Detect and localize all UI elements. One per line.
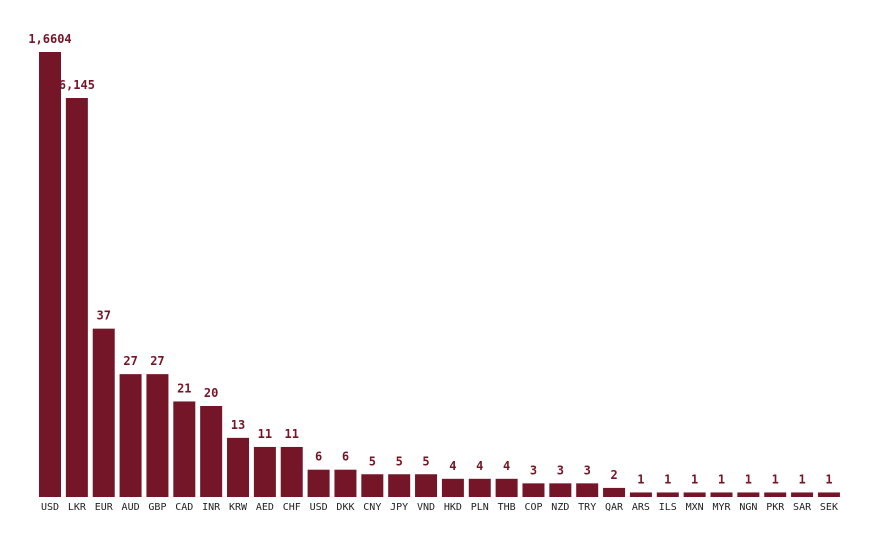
value-label-mxn-24: 1 <box>691 472 698 486</box>
value-label-dkk-11: 6 <box>342 450 349 464</box>
bar-aud-3 <box>119 374 142 497</box>
bar-usd-0 <box>39 52 61 497</box>
value-label-myr-25: 1 <box>718 472 725 486</box>
value-label-krw-7: 13 <box>231 418 245 432</box>
value-label-vnd-14: 5 <box>422 454 429 468</box>
bar-gbp-4 <box>146 374 169 497</box>
value-label-sek-29: 1 <box>825 472 832 486</box>
tick-label-lkr-1: LKR <box>68 502 87 513</box>
value-label-qar-21: 2 <box>610 468 617 482</box>
bar-qar-21 <box>603 487 626 497</box>
tick-label-jpy-13: JPY <box>390 502 408 513</box>
value-label-ars-22: 1 <box>637 472 644 486</box>
value-label-usd-0: 1,6604 <box>28 32 71 46</box>
tick-label-aed-8: AED <box>256 502 274 513</box>
value-label-try-20: 3 <box>584 463 591 477</box>
bar-mxn-24 <box>683 492 706 497</box>
value-label-eur-2: 37 <box>96 309 110 323</box>
tick-label-vnd-14: VND <box>417 502 435 513</box>
bar-nzd-19 <box>549 483 572 497</box>
bar-sek-29 <box>817 492 840 497</box>
bar-lkr-1 <box>65 98 88 497</box>
tick-label-hkd-15: HKD <box>444 502 462 513</box>
tick-label-ils-23: ILS <box>659 502 677 513</box>
tick-label-eur-2: EUR <box>95 502 114 513</box>
bar-hkd-15 <box>441 478 464 497</box>
value-label-pkr-27: 1 <box>772 472 779 486</box>
value-label-hkd-15: 4 <box>449 459 456 473</box>
bar-try-20 <box>576 483 599 497</box>
tick-label-sar-28: SAR <box>793 502 812 513</box>
value-label-aed-8: 11 <box>258 427 272 441</box>
value-label-cny-12: 5 <box>369 454 376 468</box>
tick-label-sek-29: SEK <box>820 502 838 513</box>
tick-label-mxn-24: MXN <box>686 502 704 513</box>
tick-label-thb-17: THB <box>498 502 516 513</box>
bar-cad-5 <box>173 401 196 497</box>
value-label-aud-3: 27 <box>123 354 137 368</box>
tick-label-krw-7: KRW <box>229 502 248 513</box>
tick-label-dkk-11: DKK <box>336 502 354 513</box>
value-label-sar-28: 1 <box>798 472 805 486</box>
bar-ils-23 <box>656 492 679 497</box>
bar-cny-12 <box>361 474 384 497</box>
value-label-lkr-1: 6,145 <box>59 78 95 92</box>
bar-cop-18 <box>522 483 545 497</box>
tick-label-aud-3: AUD <box>122 502 140 513</box>
value-label-ngn-26: 1 <box>745 472 752 486</box>
tick-label-pln-16: PLN <box>471 502 489 513</box>
tick-label-inr-6: INR <box>202 502 221 513</box>
bar-sar-28 <box>791 492 814 497</box>
tick-label-myr-25: MYR <box>712 502 731 513</box>
tick-label-gbp-4: GBP <box>148 502 166 513</box>
tick-label-try-20: TRY <box>578 502 596 513</box>
tick-label-cad-5: CAD <box>175 502 193 513</box>
tick-label-qar-21: QAR <box>605 502 624 513</box>
bar-chf-9 <box>280 446 303 497</box>
bar-inr-6 <box>200 406 223 497</box>
tick-label-ngn-26: NGN <box>739 502 757 513</box>
value-label-usd-10: 6 <box>315 450 322 464</box>
tick-label-cop-18: COP <box>524 502 542 513</box>
tick-label-chf-9: CHF <box>283 502 301 513</box>
bar-dkk-11 <box>334 469 357 497</box>
bar-aed-8 <box>253 446 276 497</box>
value-label-nzd-19: 3 <box>557 463 564 477</box>
tick-label-usd-10: USD <box>310 502 328 513</box>
tick-label-cny-12: CNY <box>363 502 381 513</box>
value-label-inr-6: 20 <box>204 386 218 400</box>
value-label-cad-5: 21 <box>177 381 191 395</box>
x-axis-tick-labels: USD LKR EUR AUD GBP CAD INR KRW AED CHF USD DKK CNY J… <box>41 502 838 513</box>
bars-group <box>39 52 840 497</box>
value-label-ils-23: 1 <box>664 472 671 486</box>
value-label-thb-17: 4 <box>503 459 510 473</box>
value-label-chf-9: 11 <box>285 427 299 441</box>
bar-vnd-14 <box>415 474 438 497</box>
value-label-pln-16: 4 <box>476 459 483 473</box>
bar-krw-7 <box>227 437 250 497</box>
tick-label-ars-22: ARS <box>632 502 650 513</box>
value-label-cop-18: 3 <box>530 463 537 477</box>
tick-label-nzd-19: NZD <box>551 502 569 513</box>
bar-ngn-26 <box>737 492 760 497</box>
bar-pkr-27 <box>764 492 787 497</box>
bar-pln-16 <box>468 478 491 497</box>
bar-myr-25 <box>710 492 733 497</box>
bar-usd-10 <box>307 469 330 497</box>
tick-label-usd-0: USD <box>41 502 59 513</box>
value-label-jpy-13: 5 <box>396 454 403 468</box>
bar-ars-22 <box>629 492 652 497</box>
bar-jpy-13 <box>388 474 411 497</box>
tick-label-pkr-27: PKR <box>766 502 785 513</box>
value-label-gbp-4: 27 <box>150 354 164 368</box>
bar-thb-17 <box>495 478 518 497</box>
bar-eur-2 <box>92 328 115 497</box>
